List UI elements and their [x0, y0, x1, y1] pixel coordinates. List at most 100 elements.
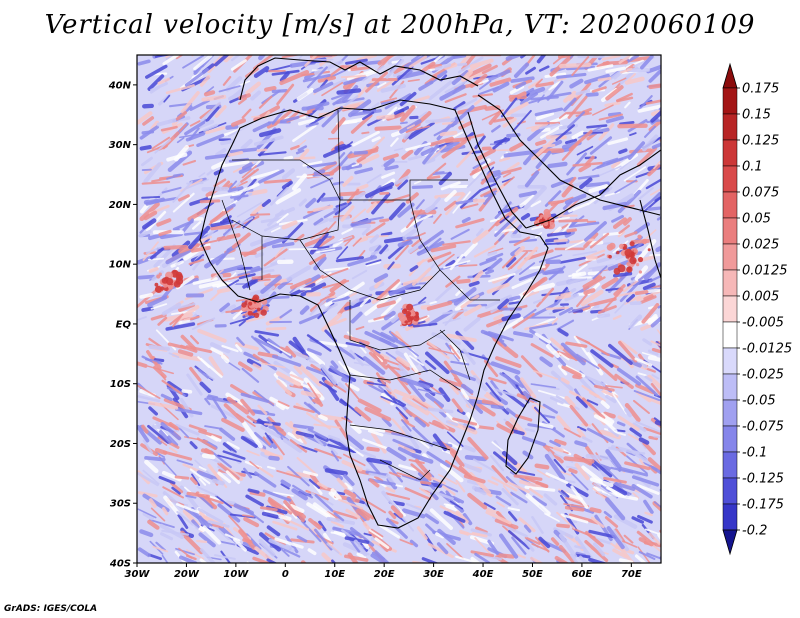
- velocity-streak: [380, 97, 398, 104]
- velocity-streak: [467, 437, 489, 460]
- velocity-streak: [452, 55, 467, 59]
- velocity-streak: [365, 69, 377, 77]
- velocity-streak: [511, 536, 527, 555]
- velocity-streak: [163, 244, 188, 250]
- velocity-streak: [429, 237, 442, 248]
- velocity-streak: [519, 377, 537, 399]
- velocity-streak: [554, 216, 570, 221]
- velocity-streak: [644, 125, 657, 138]
- velocity-streak: [507, 481, 530, 494]
- velocity-streak: [341, 163, 363, 171]
- velocity-streak: [418, 80, 434, 91]
- velocity-streak: [396, 377, 412, 395]
- velocity-streak: [245, 81, 261, 96]
- velocity-streak: [169, 447, 178, 454]
- velocity-streak: [585, 155, 595, 166]
- velocity-streak: [501, 166, 522, 175]
- velocity-streak: [198, 280, 223, 289]
- velocity-streak: [293, 365, 303, 375]
- velocity-streak: [629, 427, 642, 438]
- velocity-streak: [530, 200, 542, 208]
- velocity-streak: [537, 94, 545, 103]
- velocity-streak: [191, 55, 195, 57]
- colorbar-segment: [722, 139, 738, 167]
- velocity-streak: [318, 520, 327, 532]
- velocity-streak: [179, 485, 201, 512]
- velocity-streak: [189, 441, 198, 450]
- velocity-streak: [556, 511, 576, 530]
- velocity-streak: [283, 548, 301, 558]
- velocity-streak: [583, 276, 606, 291]
- velocity-streak: [558, 352, 570, 361]
- velocity-streak: [238, 273, 256, 280]
- velocity-streak: [231, 182, 260, 197]
- updraft-patch: [630, 251, 635, 256]
- velocity-streak: [395, 244, 409, 261]
- velocity-streak: [374, 537, 390, 549]
- velocity-streak: [443, 510, 466, 523]
- velocity-streak: [347, 99, 372, 118]
- velocity-streak: [635, 171, 651, 179]
- velocity-streak: [233, 537, 247, 552]
- velocity-streak: [487, 166, 495, 174]
- velocity-streak: [489, 77, 512, 87]
- velocity-streak: [137, 384, 161, 400]
- velocity-streak: [469, 58, 494, 69]
- grads-credit: GrADS: IGES/COLA: [4, 604, 98, 614]
- updraft-patch: [617, 264, 626, 273]
- velocity-streak: [444, 93, 467, 103]
- velocity-streak: [137, 289, 158, 308]
- velocity-streak: [650, 188, 661, 196]
- velocity-streak: [184, 67, 209, 87]
- velocity-streak: [145, 64, 168, 79]
- velocity-streak: [165, 322, 196, 331]
- velocity-streak: [612, 393, 628, 415]
- velocity-streak: [380, 331, 406, 347]
- velocity-streak: [561, 183, 574, 198]
- velocity-streak: [205, 126, 226, 135]
- velocity-streak: [271, 438, 285, 456]
- velocity-streak: [618, 466, 649, 477]
- vertical-velocity-field: [137, 55, 661, 563]
- velocity-streak: [650, 382, 661, 398]
- colorbar-label: -0.075: [742, 420, 784, 435]
- velocity-streak: [339, 399, 348, 407]
- velocity-streak: [470, 550, 495, 558]
- velocity-streak: [254, 252, 265, 258]
- velocity-streak: [523, 153, 534, 166]
- velocity-streak: [390, 137, 399, 147]
- velocity-streak: [514, 245, 525, 256]
- colorbar-label: 0.15: [742, 108, 771, 123]
- velocity-streak: [219, 540, 236, 546]
- velocity-streak: [138, 491, 158, 498]
- lat-tick-label: 40S: [109, 559, 131, 570]
- velocity-streak: [542, 414, 556, 419]
- velocity-streak: [176, 137, 185, 144]
- velocity-streak: [439, 130, 458, 137]
- velocity-streak: [427, 407, 454, 414]
- velocity-streak: [411, 394, 435, 411]
- velocity-streak: [556, 415, 571, 432]
- velocity-streak: [168, 352, 180, 359]
- velocity-streak: [503, 176, 515, 186]
- velocity-streak: [336, 246, 349, 260]
- velocity-streak: [547, 199, 564, 205]
- velocity-streak: [371, 192, 391, 215]
- velocity-streak: [438, 171, 452, 186]
- velocity-streak: [148, 498, 157, 508]
- velocity-streak: [553, 458, 567, 473]
- velocity-streak: [281, 220, 298, 230]
- velocity-streak: [312, 502, 336, 521]
- velocity-streak: [355, 183, 369, 191]
- velocity-streak: [414, 458, 432, 478]
- velocity-streak: [512, 312, 535, 329]
- velocity-streak: [201, 94, 227, 102]
- velocity-streak: [651, 108, 661, 116]
- velocity-streak: [585, 181, 610, 188]
- velocity-streak: [366, 457, 392, 466]
- velocity-streak: [348, 445, 364, 457]
- velocity-streak: [345, 382, 360, 400]
- velocity-streak: [624, 101, 631, 109]
- velocity-streak: [605, 449, 622, 470]
- velocity-streak: [225, 124, 239, 130]
